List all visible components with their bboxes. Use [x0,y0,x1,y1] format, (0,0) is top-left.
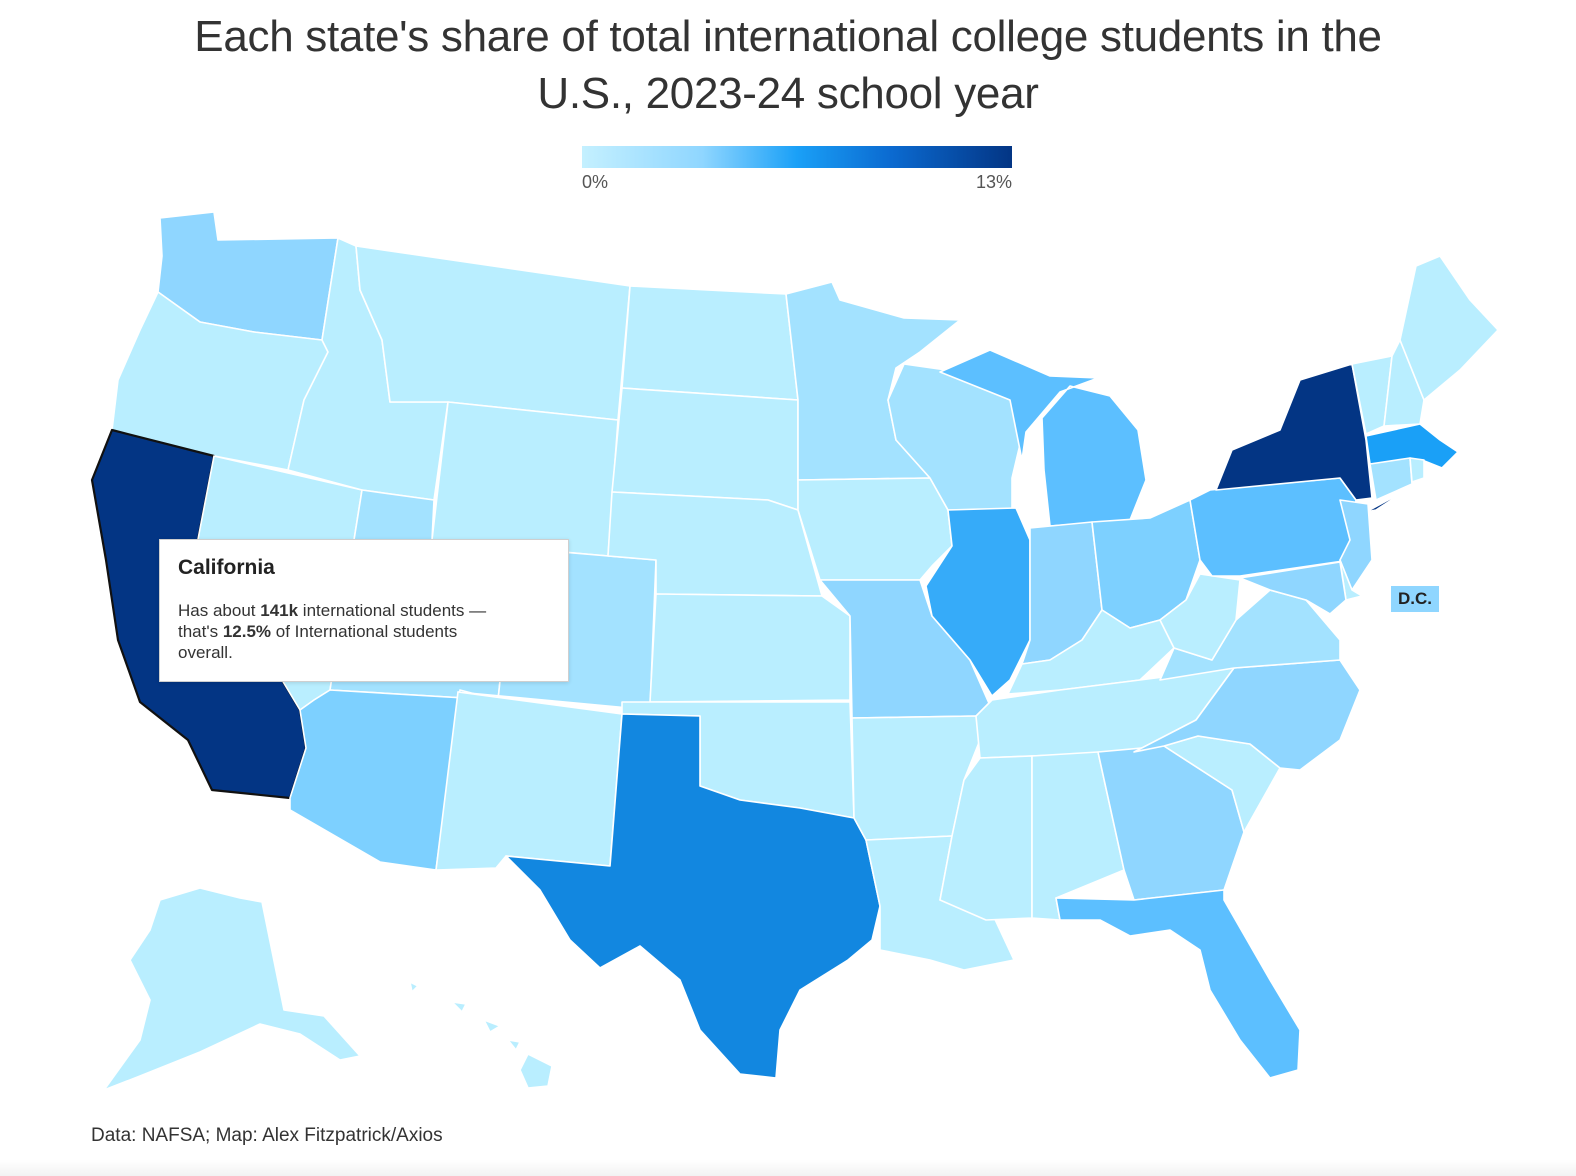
state-south-dakota[interactable] [611,387,799,511]
legend-max-label: 13% [975,172,1012,192]
state-north-carolina[interactable] [1133,659,1361,771]
state-michigan[interactable] [939,349,1147,527]
title-line-1: Each state's share of total internationa… [194,12,1382,61]
state-wyoming[interactable] [431,401,619,557]
tooltip-line1-suffix: international students — [298,601,487,620]
state-maryland[interactable] [1239,561,1347,615]
tooltip-line2-prefix: that's [178,622,223,641]
tooltip-line1-prefix: Has about [178,601,261,620]
tooltip-line2-suffix: of International students [271,622,458,641]
state-pennsylvania[interactable] [1189,477,1357,577]
tooltip-share-value: 12.5% [222,622,272,641]
color-legend: 0% 13% [582,146,1012,193]
state-montana[interactable] [355,245,631,421]
title-line-2: U.S., 2023-24 school year [537,69,1039,118]
state-texas[interactable] [505,713,881,1079]
state-west-virginia[interactable] [1159,573,1241,661]
source-credit: Data: NAFSA; Map: Alex Fitzpatrick/Axios [91,1125,443,1146]
state-new-hampshire[interactable] [1383,339,1425,427]
state-maine[interactable] [1399,255,1499,401]
chart-title: Each state's share of total internationa… [0,8,1576,122]
state-rhode-island[interactable] [1409,457,1425,483]
state-illinois[interactable] [925,507,1031,697]
tooltip-line3: overall. [178,643,233,662]
state-hawaii[interactable] [409,981,553,1089]
tooltip-state-name: California [178,556,275,579]
state-north-dakota[interactable] [621,285,799,401]
legend-min-label: 0% [582,172,609,192]
state-new-mexico[interactable] [435,691,623,871]
state-connecticut[interactable] [1369,457,1413,501]
state-tooltip: California Has about 141k international … [159,539,569,682]
state-iowa[interactable] [797,477,953,581]
legend-gradient-bar [582,146,1012,168]
bottom-fade [0,1160,1576,1176]
state-florida[interactable] [1055,889,1301,1079]
dc-marker[interactable]: D.C. [1389,584,1441,614]
state-alaska[interactable] [103,887,361,1091]
tooltip-body: Has about 141k international students — … [178,600,550,663]
tooltip-student-count: 141k [260,601,299,620]
state-kansas[interactable] [649,593,851,703]
